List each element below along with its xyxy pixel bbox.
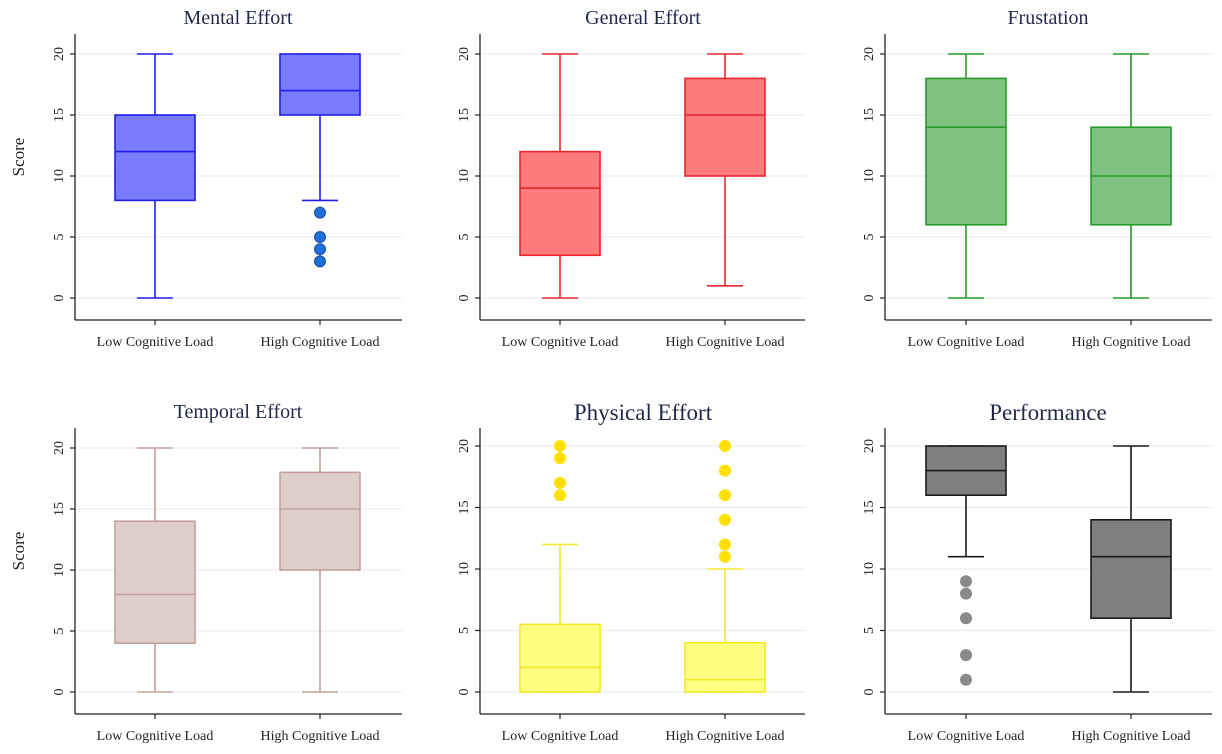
y-axis-label: Score <box>9 532 28 571</box>
outlier-point <box>314 255 326 268</box>
outlier-point <box>719 489 731 502</box>
y-tick-label: 5 <box>457 234 472 241</box>
chart-title: Frustation <box>1007 7 1088 29</box>
box-high <box>279 53 361 268</box>
y-tick-label: 15 <box>457 501 472 515</box>
chart-title: General Effort <box>585 7 701 29</box>
y-axis-label: Score <box>9 138 28 177</box>
chart-panel-3: 0 5 10 15 20 Low Cognitive Load High Cognitive… <box>862 7 1212 350</box>
outlier-point <box>719 513 731 526</box>
y-tick-label: 15 <box>457 108 472 122</box>
outlier-point <box>314 206 326 219</box>
box-low <box>519 440 601 693</box>
y-tick-label: 5 <box>52 628 67 635</box>
chart-title: Temporal Effort <box>174 401 303 423</box>
chart-title: Physical Effort <box>574 400 713 425</box>
outlier-point <box>960 673 972 686</box>
y-tick-label: 0 <box>52 295 67 302</box>
iqr-box <box>279 53 361 116</box>
box-low <box>114 53 196 299</box>
chart-panel-1: 0 5 10 15 20 Low Cognitive Load High Cognitive… <box>9 7 402 350</box>
y-tick-label: 0 <box>457 689 472 696</box>
x-category-label: Low Cognitive Load <box>97 335 214 350</box>
y-tick-label: 20 <box>52 441 67 455</box>
outlier-point <box>314 231 326 243</box>
outlier-point <box>554 489 566 502</box>
box-low <box>925 445 1007 686</box>
box-high <box>1090 53 1172 299</box>
iqr-box <box>114 520 196 645</box>
chart-panel-2: 0 5 10 15 20 Low Cognitive Load High Cognitive… <box>457 7 805 350</box>
x-category-label: Low Cognitive Load <box>502 335 619 350</box>
outlier-point <box>554 440 566 452</box>
y-tick-label: 20 <box>457 439 472 453</box>
outlier-point <box>719 550 731 563</box>
chart-title: Performance <box>989 400 1107 425</box>
y-tick-label: 15 <box>862 108 877 122</box>
outlier-point <box>719 440 731 452</box>
chart-panel-6: 0 5 10 15 20 Low Cognitive Load High Cognitive… <box>862 400 1212 744</box>
y-tick-label: 20 <box>457 47 472 61</box>
iqr-box <box>925 77 1007 226</box>
y-tick-label: 10 <box>862 169 877 183</box>
chart-panel-4: 0 5 10 15 20 Low Cognitive Load High Cognitive… <box>9 401 402 744</box>
iqr-box <box>279 471 361 571</box>
y-tick-label: 5 <box>862 234 877 241</box>
iqr-box <box>684 641 766 693</box>
outlier-point <box>554 452 566 465</box>
outlier-point <box>719 538 731 551</box>
outlier-point <box>960 587 972 600</box>
box-high <box>684 53 766 287</box>
y-tick-label: 10 <box>457 562 472 576</box>
y-tick-label: 0 <box>457 295 472 302</box>
x-category-label: High Cognitive Load <box>666 729 785 744</box>
x-category-label: Low Cognitive Load <box>502 729 619 744</box>
y-tick-label: 15 <box>862 501 877 515</box>
y-tick-label: 10 <box>457 169 472 183</box>
iqr-box <box>114 114 196 202</box>
outlier-point <box>960 649 972 662</box>
y-tick-label: 10 <box>862 562 877 576</box>
x-category-label: Low Cognitive Load <box>908 729 1025 744</box>
outlier-point <box>554 476 566 489</box>
iqr-box <box>684 77 766 177</box>
iqr-box <box>1090 518 1172 619</box>
y-tick-label: 10 <box>52 563 67 577</box>
outlier-point <box>719 464 731 477</box>
y-tick-label: 5 <box>862 627 877 634</box>
box-high <box>1090 445 1172 693</box>
y-tick-label: 20 <box>52 47 67 61</box>
y-tick-label: 0 <box>52 689 67 696</box>
y-tick-label: 20 <box>862 47 877 61</box>
x-category-label: High Cognitive Load <box>666 335 785 350</box>
box-low <box>925 53 1007 299</box>
x-category-label: Low Cognitive Load <box>908 335 1025 350</box>
iqr-box <box>519 150 601 257</box>
x-category-label: High Cognitive Load <box>1072 729 1191 744</box>
x-category-label: Low Cognitive Load <box>97 729 214 744</box>
y-tick-label: 5 <box>457 627 472 634</box>
y-tick-label: 0 <box>862 295 877 302</box>
chart-panel-5: 0 5 10 15 20 Low Cognitive Load High Cognitive… <box>457 400 805 744</box>
x-category-label: High Cognitive Load <box>1072 335 1191 350</box>
y-tick-label: 15 <box>52 502 67 516</box>
outlier-point <box>960 575 972 588</box>
y-tick-label: 10 <box>52 169 67 183</box>
outlier-point <box>960 612 972 625</box>
x-category-label: High Cognitive Load <box>261 335 380 350</box>
box-low <box>114 447 196 693</box>
y-tick-label: 20 <box>862 439 877 453</box>
box-high <box>684 440 766 693</box>
y-tick-label: 5 <box>52 234 67 241</box>
chart-title: Mental Effort <box>183 7 292 29</box>
box-low <box>519 53 601 299</box>
y-tick-label: 0 <box>862 689 877 696</box>
box-high <box>279 447 361 693</box>
iqr-box <box>519 623 601 693</box>
outlier-point <box>314 243 326 256</box>
y-tick-label: 15 <box>52 108 67 122</box>
x-category-label: High Cognitive Load <box>261 729 380 744</box>
